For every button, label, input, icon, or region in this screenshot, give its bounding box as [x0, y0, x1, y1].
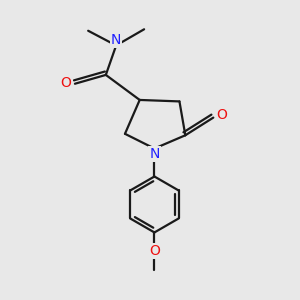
Text: O: O	[216, 108, 227, 122]
Text: O: O	[149, 244, 160, 258]
Text: O: O	[61, 76, 71, 90]
Text: N: N	[111, 33, 121, 47]
Text: N: N	[149, 147, 160, 161]
